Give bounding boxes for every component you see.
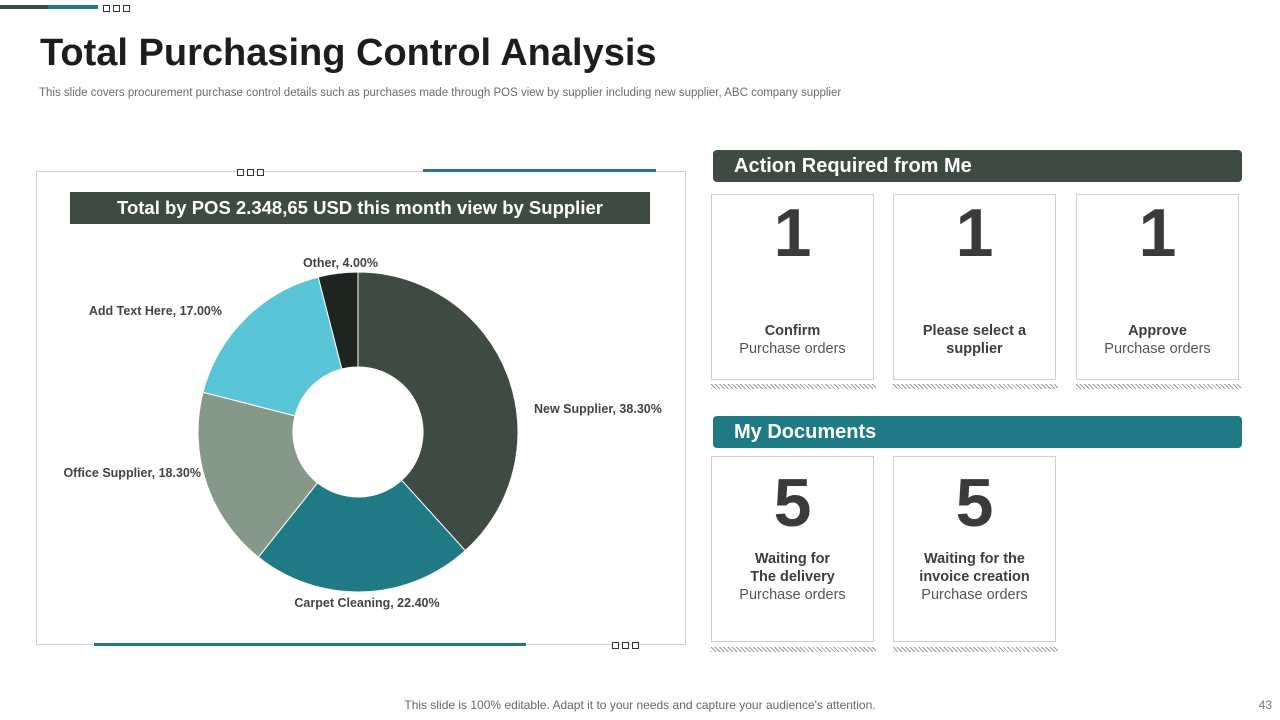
action-card-line1: Confirm (764, 323, 821, 339)
document-card-line2: invoice creation (919, 569, 1030, 585)
document-card-text: Waiting for The delivery Purchase orders (712, 550, 873, 604)
card-shadow-hatch (711, 384, 876, 389)
slice-label-office-supplier: Office Supplier, 18.30% (63, 466, 201, 480)
card-shadow-hatch (893, 647, 1058, 652)
document-card-line1: Waiting for the (924, 551, 1025, 567)
action-card-number: 1 (955, 195, 994, 271)
donut-slice-office-supplier (197, 391, 319, 558)
document-card-sub: Purchase orders (739, 587, 846, 603)
slice-label-carpet-cleaning: Carpet Cleaning, 22.40% (294, 596, 439, 610)
card-shadow-hatch (711, 647, 876, 652)
action-card-line2: supplier (946, 341, 1003, 357)
action-card-line1: Approve (1128, 323, 1187, 339)
document-card-number: 5 (773, 465, 812, 541)
slice-label-add-text-here: Add Text Here, 17.00% (89, 304, 222, 318)
action-card-approve[interactable]: 1 Approve Purchase orders (1076, 194, 1239, 380)
document-card-line1: Waiting for (754, 551, 831, 567)
action-card-number: 1 (773, 195, 812, 271)
action-card-number: 1 (1138, 195, 1177, 271)
chart-bottom-teal-line (94, 643, 526, 646)
chart-bottom-squares-decoration (612, 642, 639, 649)
page-number: 43 (1258, 698, 1272, 712)
card-shadow-hatch (1076, 384, 1241, 389)
chart-top-squares-decoration (237, 169, 264, 176)
document-card-number: 5 (955, 465, 994, 541)
chart-top-teal-line (423, 169, 656, 172)
donut-chart: New Supplier, 38.30% Carpet Cleaning, 22.… (63, 256, 662, 610)
slice-label-new-supplier: New Supplier, 38.30% (534, 402, 662, 416)
page-subtitle: This slide covers procurement purchase c… (39, 87, 842, 99)
action-card-select-supplier[interactable]: 1 Please select a supplier (893, 194, 1056, 380)
donut-slice-new-supplier (357, 271, 519, 552)
donut-slice-add-text-here (202, 276, 343, 417)
document-card-line2: The delivery (750, 569, 835, 585)
action-card-text: Please select a supplier (894, 322, 1055, 358)
document-card-invoice[interactable]: 5 Waiting for the invoice creation Purch… (893, 456, 1056, 642)
top-squares-decoration (103, 5, 130, 12)
top-accent-bar-teal (48, 5, 98, 9)
my-documents-header: My Documents (713, 416, 1242, 448)
chart-title: Total by POS 2.348,65 USD this month vie… (70, 192, 650, 224)
action-card-sub: Purchase orders (739, 341, 846, 357)
action-card-sub: Purchase orders (1104, 341, 1211, 357)
donut-slice-other (317, 271, 359, 370)
donut-slice-carpet-cleaning (257, 479, 467, 593)
footer-note: This slide is 100% editable. Adapt it to… (404, 698, 876, 712)
top-accent-bar-dark (0, 5, 48, 9)
action-required-header: Action Required from Me (713, 150, 1242, 182)
action-card-confirm[interactable]: 1 Confirm Purchase orders (711, 194, 874, 380)
action-card-line1: Please select a (922, 323, 1027, 339)
card-shadow-hatch (893, 384, 1058, 389)
slice-label-other: Other, 4.00% (303, 256, 378, 270)
page-title: Total Purchasing Control Analysis (40, 32, 657, 74)
action-card-text: Approve Purchase orders (1077, 322, 1238, 358)
document-card-delivery[interactable]: 5 Waiting for The delivery Purchase orde… (711, 456, 874, 642)
document-card-sub: Purchase orders (921, 587, 1028, 603)
action-card-text: Confirm Purchase orders (712, 322, 873, 358)
document-card-text: Waiting for the invoice creation Purchas… (894, 550, 1055, 604)
